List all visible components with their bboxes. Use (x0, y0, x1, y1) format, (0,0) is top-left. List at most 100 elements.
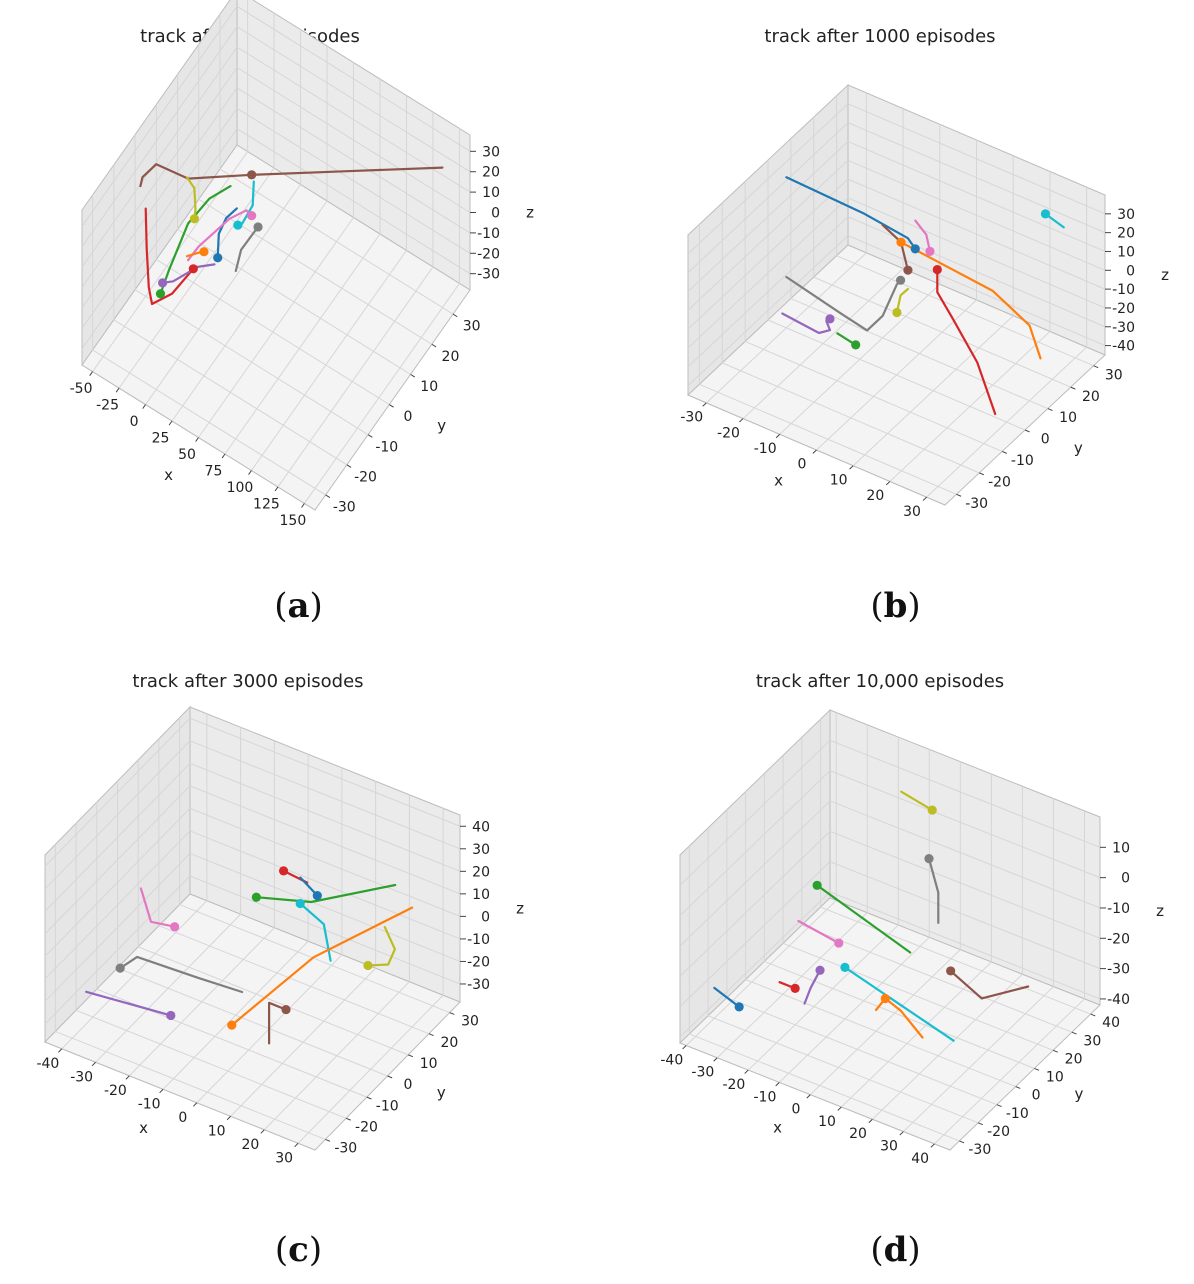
gridline-z (236, 5, 471, 152)
x-tick-label: -30 (680, 410, 703, 426)
z-tick-label: 30 (482, 144, 500, 160)
y-tick-label: 30 (1105, 367, 1123, 383)
x-axis-label: x (773, 1119, 782, 1137)
y-tick-label: 0 (404, 409, 413, 425)
series-marker (188, 264, 198, 274)
x-tick-label: -50 (70, 381, 93, 397)
z-tick-label: -20 (467, 954, 490, 970)
gridline-z (81, 46, 238, 268)
tick-labels: -50-250255075100125150-30-20-100102030-3… (70, 144, 500, 528)
gridline-z (81, 128, 238, 349)
series-marker (1040, 209, 1051, 219)
x-tick-label: 75 (205, 463, 223, 479)
gridline-x (934, 998, 1085, 1145)
z-axis-label: z (526, 204, 534, 222)
y-tick-label: -30 (965, 496, 988, 512)
gridline-z (829, 830, 1101, 939)
gridline-y (813, 276, 1071, 388)
gridline-z (81, 87, 238, 309)
x-tick (739, 418, 744, 423)
series-marker (253, 222, 263, 232)
x-tick (159, 1088, 164, 1094)
series-marker (734, 1002, 744, 1012)
series-marker (834, 938, 844, 948)
series-group (85, 866, 414, 1045)
series-marker (213, 253, 223, 263)
gridline-z (189, 830, 461, 940)
y-tick (387, 1075, 393, 1079)
y-axis-label: y (1074, 1085, 1083, 1103)
z-axis-label: z (1156, 902, 1164, 920)
y-tick (959, 1140, 965, 1144)
y-tick-label: -10 (1006, 1106, 1029, 1122)
y-tick-label: -30 (968, 1142, 991, 1158)
x-tick (702, 402, 707, 407)
series-marker (199, 247, 209, 257)
gridline-y (722, 362, 980, 474)
gridline-z (687, 103, 849, 255)
y-tick (1015, 1086, 1021, 1089)
series-line-track-4 (803, 969, 822, 1005)
x-tick-label: 10 (818, 1114, 836, 1130)
gridline-z (81, 67, 238, 288)
x-tick (775, 1081, 780, 1087)
gridline-z (829, 770, 1101, 879)
panel-c: track after 3000 episodes -40 -30 -20 -10 0 10… (0, 642, 597, 1284)
y-tick-label: 0 (403, 1077, 412, 1093)
z-tick-label: -20 (477, 246, 500, 262)
gridline-z (847, 216, 1106, 328)
series-marker (946, 966, 956, 976)
y-tick (1034, 1067, 1040, 1071)
z-tick-label: -10 (1107, 901, 1130, 917)
x-tick (193, 1102, 198, 1107)
z-tick-label: -20 (1107, 931, 1130, 947)
x-tick (899, 1131, 904, 1136)
series-marker (155, 289, 166, 299)
chart-title: track after 3000 episodes (132, 671, 363, 692)
gridline-z (687, 122, 849, 274)
tick-labels: -40-30-20-10010203040-30-20-10010203040-… (660, 840, 1130, 1166)
series-marker (896, 237, 906, 247)
gridline-y (75, 1009, 347, 1119)
chart-c: track after 3000 episodes-40-30-20-10010… (36, 671, 524, 1167)
gridline-z (44, 853, 191, 1002)
series-line-track-0 (785, 176, 917, 250)
x-tick-label: 0 (792, 1102, 801, 1118)
gridline-z (236, 87, 471, 234)
series-marker (363, 960, 373, 971)
series-marker (166, 1010, 176, 1021)
x-tick (812, 449, 817, 454)
series-line-track-8 (366, 926, 396, 967)
gridline-x (778, 936, 930, 1083)
x-tick (58, 1048, 63, 1053)
x-tick (125, 1075, 130, 1080)
x-tick-label: -30 (691, 1065, 714, 1081)
gridline-z (829, 891, 1101, 1000)
series-line-track-3 (144, 207, 195, 306)
gridline-z (829, 800, 1101, 909)
gridline-z (189, 807, 461, 917)
series-line-track-8 (185, 176, 197, 220)
y-tick (408, 1054, 414, 1058)
series-marker (247, 211, 257, 221)
gridline-x (277, 266, 434, 488)
gridline-z (679, 800, 831, 947)
series-line-track-7 (119, 955, 244, 994)
caption-d: (d) (870, 1230, 921, 1270)
gridline-x (145, 184, 301, 405)
z-tick-label: 0 (1126, 263, 1135, 279)
gridline-z (679, 830, 831, 977)
gridline-y (820, 906, 1091, 1015)
series-line-track-4 (85, 990, 172, 1017)
series-line-track-9 (299, 902, 332, 962)
y-tick (1071, 1031, 1077, 1035)
series-marker (815, 965, 825, 975)
gridline-z (189, 852, 461, 962)
gridline-z (847, 235, 1106, 347)
z-tick-label: -40 (1112, 339, 1135, 355)
gridline-x (251, 250, 407, 471)
x-tick-label: 30 (880, 1138, 898, 1154)
gridlines (81, 0, 471, 504)
x-tick (274, 486, 279, 492)
x-tick-label: 0 (797, 457, 806, 473)
